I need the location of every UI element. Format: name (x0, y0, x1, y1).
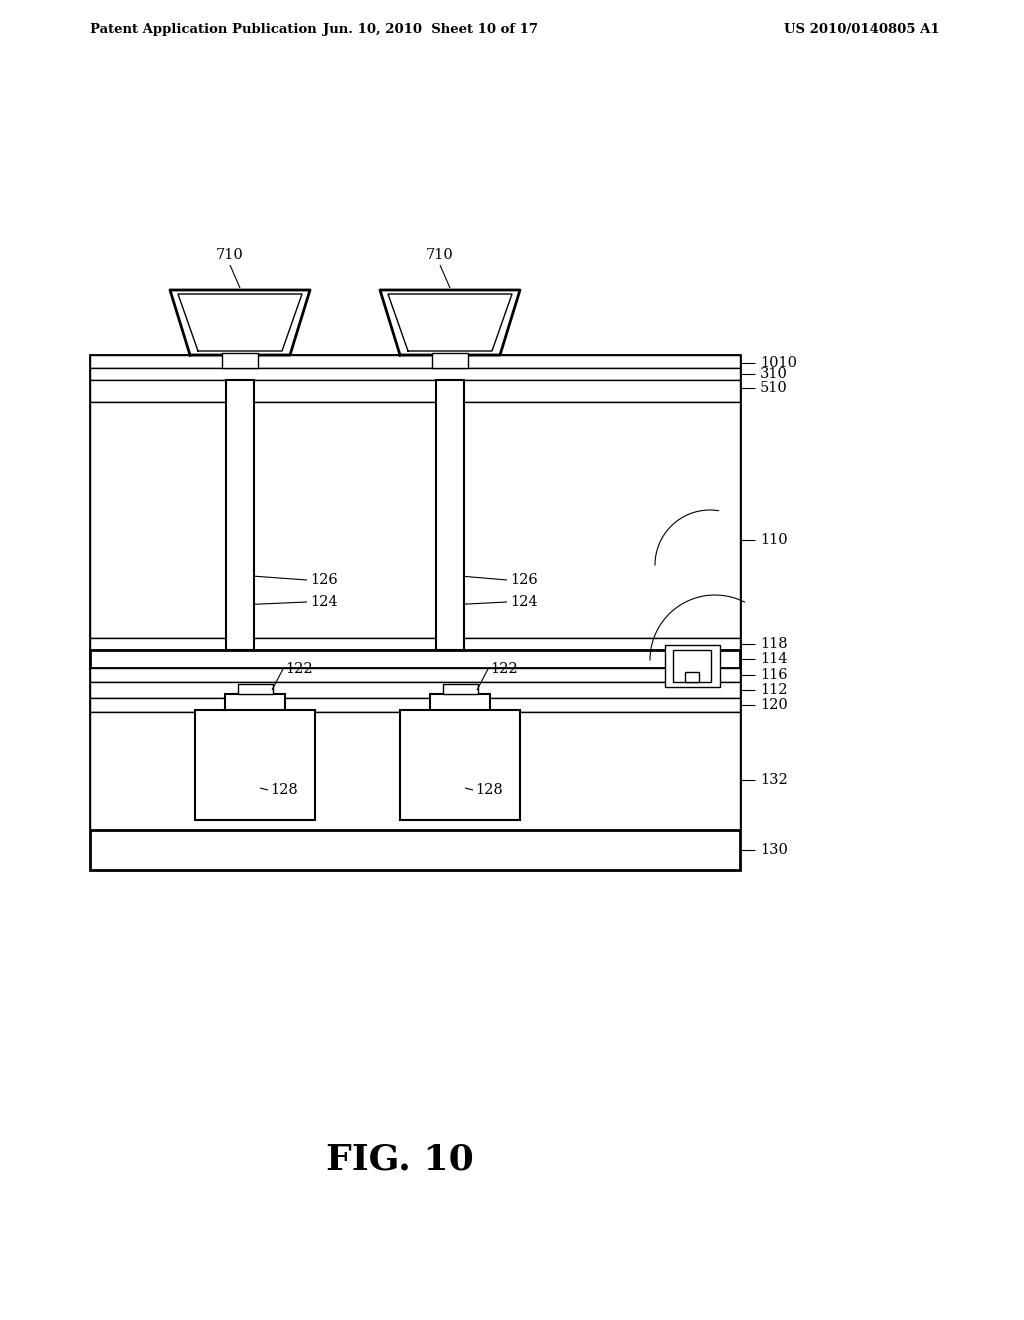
Bar (90, 368, 740, 380)
Bar (432, 352, 468, 368)
Text: 126: 126 (310, 573, 338, 587)
Text: 130: 130 (760, 843, 787, 857)
Text: 710: 710 (216, 248, 244, 261)
Bar (443, 684, 478, 694)
Text: 132: 132 (760, 774, 787, 787)
Bar (238, 684, 273, 694)
Polygon shape (380, 290, 520, 355)
Text: 110: 110 (760, 533, 787, 546)
Text: 1010: 1010 (760, 356, 797, 370)
Text: Patent Application Publication: Patent Application Publication (90, 24, 316, 37)
Bar (195, 710, 315, 820)
Text: 710: 710 (426, 248, 454, 261)
Text: 128: 128 (270, 783, 298, 797)
Bar (90, 649, 740, 668)
Bar (90, 698, 740, 711)
Text: 510: 510 (760, 381, 787, 395)
Text: 112: 112 (760, 682, 787, 697)
Bar (90, 711, 740, 830)
Bar (90, 355, 740, 870)
Text: US 2010/0140805 A1: US 2010/0140805 A1 (784, 24, 940, 37)
Text: 124: 124 (310, 595, 338, 609)
Bar (226, 380, 254, 649)
Bar (685, 672, 699, 682)
Bar (90, 682, 740, 698)
Bar (90, 380, 740, 403)
Text: 122: 122 (490, 663, 517, 676)
Bar (673, 649, 711, 682)
Text: 128: 128 (475, 783, 503, 797)
Text: 310: 310 (760, 367, 787, 381)
Bar (225, 694, 285, 711)
Text: 116: 116 (760, 668, 787, 682)
Text: 118: 118 (760, 638, 787, 651)
Bar (90, 355, 740, 368)
Bar (430, 694, 490, 711)
Bar (90, 403, 740, 638)
Bar (222, 352, 258, 368)
Bar (400, 710, 520, 820)
Text: Jun. 10, 2010  Sheet 10 of 17: Jun. 10, 2010 Sheet 10 of 17 (323, 24, 538, 37)
Text: 124: 124 (510, 595, 538, 609)
Bar (90, 668, 740, 682)
Bar (665, 645, 720, 686)
Text: 122: 122 (285, 663, 312, 676)
Bar (436, 380, 464, 649)
Bar (90, 638, 740, 649)
Text: 126: 126 (510, 573, 538, 587)
Text: 120: 120 (760, 698, 787, 711)
Polygon shape (170, 290, 310, 355)
Text: 114: 114 (760, 652, 787, 667)
Text: FIG. 10: FIG. 10 (326, 1143, 474, 1177)
